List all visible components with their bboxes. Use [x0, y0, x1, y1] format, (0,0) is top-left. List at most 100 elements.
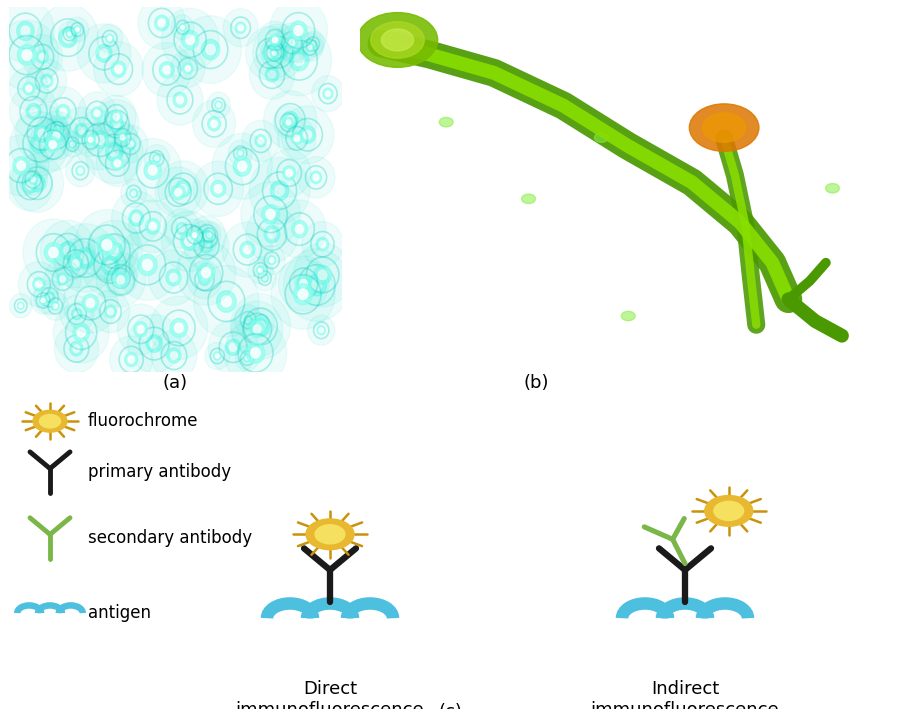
Circle shape — [316, 238, 328, 251]
Circle shape — [70, 143, 74, 146]
Circle shape — [308, 45, 312, 50]
Circle shape — [128, 356, 134, 363]
Circle shape — [73, 323, 89, 342]
Circle shape — [104, 305, 116, 318]
Circle shape — [105, 143, 123, 162]
Circle shape — [70, 341, 83, 356]
Circle shape — [75, 311, 79, 317]
Circle shape — [296, 275, 311, 292]
Circle shape — [17, 302, 24, 309]
Circle shape — [176, 96, 184, 104]
Circle shape — [33, 179, 41, 188]
Circle shape — [246, 318, 250, 323]
Circle shape — [81, 253, 90, 263]
Circle shape — [171, 50, 205, 87]
Circle shape — [300, 279, 308, 288]
Circle shape — [217, 291, 236, 312]
Circle shape — [150, 339, 158, 348]
Circle shape — [206, 231, 212, 239]
Circle shape — [44, 242, 63, 262]
Circle shape — [249, 308, 274, 336]
Circle shape — [106, 34, 113, 43]
Circle shape — [0, 20, 58, 90]
Circle shape — [181, 233, 197, 250]
Circle shape — [142, 259, 152, 270]
Circle shape — [293, 284, 312, 305]
Circle shape — [128, 141, 133, 147]
Circle shape — [108, 121, 138, 154]
Circle shape — [262, 204, 280, 224]
Circle shape — [59, 108, 67, 116]
Circle shape — [22, 219, 84, 286]
Circle shape — [96, 45, 112, 62]
Circle shape — [246, 356, 249, 360]
Circle shape — [271, 181, 289, 201]
Circle shape — [121, 179, 147, 208]
Circle shape — [161, 211, 216, 272]
Circle shape — [179, 23, 186, 31]
Circle shape — [249, 50, 294, 99]
Circle shape — [69, 256, 83, 271]
Circle shape — [302, 31, 325, 57]
Circle shape — [78, 127, 85, 134]
Circle shape — [40, 220, 95, 281]
Text: (a): (a) — [163, 374, 188, 392]
Circle shape — [92, 131, 108, 149]
Circle shape — [77, 24, 130, 83]
Circle shape — [193, 233, 197, 238]
Circle shape — [96, 24, 122, 53]
Circle shape — [77, 92, 116, 135]
Circle shape — [286, 37, 297, 48]
Circle shape — [13, 157, 30, 174]
Circle shape — [45, 116, 69, 142]
Circle shape — [215, 354, 219, 358]
Circle shape — [86, 298, 94, 308]
Circle shape — [51, 302, 59, 311]
Circle shape — [293, 243, 352, 307]
Circle shape — [26, 104, 40, 119]
Circle shape — [159, 62, 175, 78]
Circle shape — [263, 45, 277, 62]
Circle shape — [137, 325, 144, 333]
Circle shape — [170, 352, 177, 359]
Circle shape — [43, 77, 50, 84]
Text: Indirect
immunofluorescence: Indirect immunofluorescence — [590, 680, 779, 709]
Circle shape — [236, 345, 259, 371]
Circle shape — [155, 15, 169, 30]
Circle shape — [308, 316, 335, 345]
Text: primary antibody: primary antibody — [88, 464, 231, 481]
Circle shape — [128, 314, 181, 373]
Circle shape — [286, 169, 292, 177]
Circle shape — [689, 104, 759, 151]
Circle shape — [22, 178, 37, 193]
Circle shape — [63, 33, 73, 43]
Circle shape — [35, 139, 44, 149]
Circle shape — [148, 165, 157, 175]
Circle shape — [64, 246, 72, 255]
Circle shape — [125, 138, 136, 150]
Circle shape — [298, 289, 308, 300]
Circle shape — [66, 155, 95, 187]
Circle shape — [37, 4, 98, 71]
Circle shape — [251, 347, 260, 358]
Circle shape — [224, 319, 287, 387]
Circle shape — [34, 111, 78, 160]
Circle shape — [158, 161, 209, 217]
Circle shape — [69, 140, 76, 148]
Circle shape — [29, 174, 45, 192]
Circle shape — [58, 21, 81, 46]
Circle shape — [41, 298, 45, 303]
Circle shape — [255, 135, 266, 147]
Circle shape — [253, 265, 276, 291]
Circle shape — [267, 149, 311, 197]
Circle shape — [50, 128, 63, 143]
Circle shape — [300, 126, 316, 143]
Circle shape — [100, 49, 108, 58]
Circle shape — [113, 125, 148, 163]
Circle shape — [117, 276, 124, 284]
Text: fluorochrome: fluorochrome — [88, 412, 199, 430]
Circle shape — [190, 230, 199, 240]
Circle shape — [150, 296, 208, 359]
Circle shape — [256, 321, 265, 331]
Circle shape — [111, 156, 123, 170]
